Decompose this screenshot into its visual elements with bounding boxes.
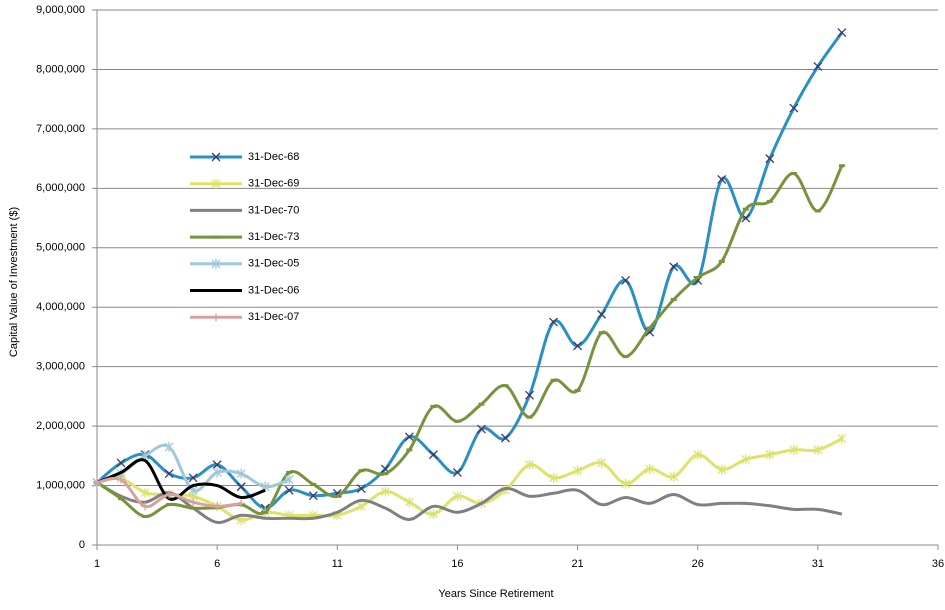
- y-tick-label: 6,000,000: [36, 182, 85, 194]
- x-tick-label: 11: [332, 558, 343, 570]
- marker: [428, 509, 438, 520]
- marker: [549, 472, 559, 483]
- marker: [621, 276, 631, 285]
- y-tick-label: 9,000,000: [36, 4, 85, 16]
- series-line: [96, 458, 266, 501]
- x-tick-label: 36: [932, 558, 944, 570]
- marker: [141, 502, 150, 511]
- x-tick-label: 31: [812, 558, 824, 570]
- marker: [525, 390, 534, 400]
- marker: [621, 478, 631, 489]
- marker: [93, 478, 101, 487]
- marker: [164, 469, 174, 479]
- marker: [140, 487, 150, 498]
- marker: [404, 432, 414, 442]
- marker: [765, 154, 775, 164]
- marker: [189, 498, 198, 507]
- marker: [837, 433, 847, 444]
- x-tick-label: 6: [214, 558, 220, 570]
- marker: [284, 474, 294, 485]
- marker: [645, 463, 655, 474]
- y-tick-label: 5,000,000: [36, 242, 85, 254]
- legend-label: 31-Dec-07: [248, 311, 299, 323]
- marker: [404, 497, 414, 508]
- legend-label: 31-Dec-73: [248, 231, 299, 243]
- marker: [597, 457, 607, 468]
- y-tick-label: 3,000,000: [36, 361, 85, 373]
- marker: [789, 103, 799, 113]
- marker: [236, 482, 246, 492]
- legend-label: 31-Dec-68: [248, 151, 299, 163]
- marker: [669, 262, 679, 272]
- y-tick-label: 8,000,000: [36, 63, 85, 75]
- marker: [573, 341, 583, 351]
- x-tick-label: 1: [94, 558, 100, 570]
- legend-label: 31-Dec-69: [248, 178, 299, 190]
- legend-label: 31-Dec-05: [248, 258, 299, 270]
- series-line: [96, 165, 844, 518]
- marker: [428, 450, 438, 460]
- marker: [693, 449, 703, 460]
- marker: [813, 62, 823, 71]
- marker: [237, 499, 246, 508]
- marker: [236, 468, 246, 479]
- marker: [212, 313, 220, 322]
- series-line: [96, 31, 844, 510]
- marker: [837, 28, 847, 38]
- y-tick-label: 4,000,000: [36, 301, 85, 313]
- marker: [284, 485, 294, 495]
- marker: [211, 258, 221, 269]
- y-tick-label: 0: [79, 539, 85, 551]
- y-axis-label: Capital Value of Investment ($): [8, 207, 20, 357]
- marker: [717, 174, 727, 184]
- marker: [717, 464, 727, 475]
- x-tick-label: 26: [692, 558, 704, 570]
- marker: [356, 484, 366, 493]
- marker: [476, 424, 486, 434]
- marker: [211, 152, 221, 162]
- marker: [308, 491, 318, 501]
- marker: [356, 501, 366, 512]
- marker: [741, 454, 751, 465]
- marker: [789, 444, 799, 455]
- marker: [765, 449, 775, 460]
- marker: [452, 491, 462, 502]
- marker: [380, 486, 390, 497]
- marker: [188, 473, 198, 483]
- legend-label: 31-Dec-70: [248, 204, 299, 216]
- legend-label: 31-Dec-06: [248, 284, 299, 296]
- y-tick-label: 1,000,000: [36, 479, 85, 491]
- y-tick-label: 2,000,000: [36, 420, 85, 432]
- marker: [211, 178, 221, 189]
- marker: [212, 467, 222, 478]
- marker: [260, 481, 270, 492]
- marker: [813, 444, 823, 455]
- marker: [452, 468, 462, 477]
- marker: [573, 465, 583, 476]
- marker: [212, 460, 222, 470]
- marker: [501, 433, 510, 443]
- marker: [164, 441, 174, 452]
- marker: [549, 317, 559, 327]
- marker: [116, 458, 126, 468]
- series-line: [96, 481, 843, 524]
- marker: [213, 502, 222, 511]
- marker: [165, 490, 174, 499]
- marker: [117, 475, 126, 484]
- marker: [525, 459, 534, 470]
- x-tick-label: 16: [451, 558, 463, 570]
- x-axis-label: Years Since Retirement: [438, 588, 553, 600]
- y-tick-label: 7,000,000: [36, 123, 85, 135]
- marker: [669, 471, 679, 482]
- marker: [597, 309, 607, 319]
- x-tick-label: 21: [571, 558, 583, 570]
